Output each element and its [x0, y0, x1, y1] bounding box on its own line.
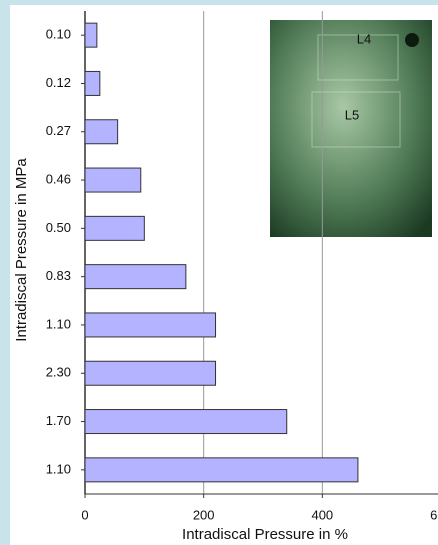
bar — [84, 409, 288, 435]
xray-image — [270, 20, 432, 237]
bar — [84, 215, 145, 241]
bar — [84, 264, 187, 290]
y-tick-label: 1.10 — [46, 316, 71, 331]
x-tick-label: 400 — [311, 507, 333, 522]
bar — [84, 312, 217, 338]
y-tick-label: 1.10 — [46, 461, 71, 476]
y-tick-label: 0.27 — [46, 123, 71, 138]
x-tick-label: 600 — [430, 507, 438, 522]
y-tick-label: 1.70 — [46, 413, 71, 428]
vertebra-outline — [317, 34, 399, 81]
xray-marker — [405, 33, 419, 47]
bar — [84, 22, 98, 48]
y-tick-label: 2.30 — [46, 365, 71, 380]
x-axis-title: Intradiscal Pressure in % — [182, 526, 348, 543]
x-tick-label: 0 — [81, 507, 88, 522]
vertebra-outline — [311, 91, 401, 148]
bar — [84, 360, 217, 386]
y-tick-label: 0.12 — [46, 75, 71, 90]
y-tick-label: 0.50 — [46, 220, 71, 235]
bar — [84, 167, 142, 193]
bar — [84, 457, 359, 483]
bar — [84, 70, 101, 96]
bar — [84, 119, 119, 145]
x-tick-label: 200 — [193, 507, 215, 522]
y-axis-title: Intradiscal Pressure in MPa — [13, 158, 30, 342]
image-label: L5 — [345, 107, 359, 122]
y-tick-label: 0.46 — [46, 171, 71, 186]
y-tick-label: 0.10 — [46, 27, 71, 42]
image-label: L4 — [357, 31, 371, 46]
y-tick-label: 0.83 — [46, 268, 71, 283]
